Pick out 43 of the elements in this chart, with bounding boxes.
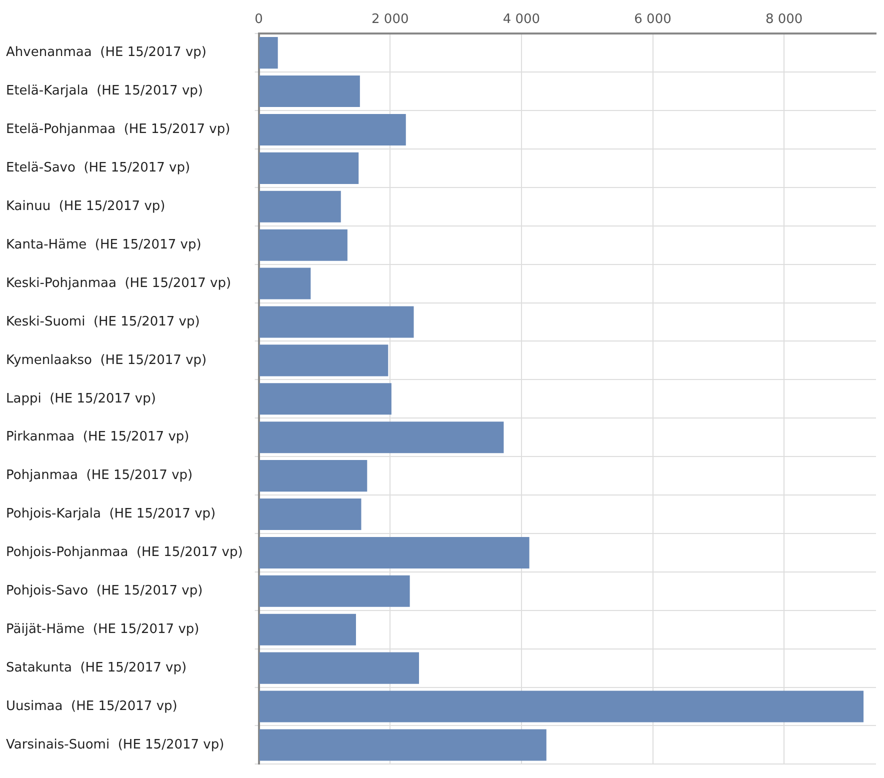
y-tick-label: Pohjois-Savo (HE 15/2017 vp) — [6, 584, 203, 599]
bar — [259, 152, 359, 184]
bar — [259, 37, 278, 69]
y-tick-label: Keski-Pohjanmaa (HE 15/2017 vp) — [6, 276, 232, 291]
y-tick-label: Varsinais-Suomi (HE 15/2017 vp) — [6, 737, 224, 752]
y-tick-label: Pohjois-Karjala (HE 15/2017 vp) — [6, 506, 216, 522]
x-tick-label: 4 000 — [502, 12, 540, 28]
x-tick-label: 6 000 — [634, 12, 672, 28]
y-tick-label: Etelä-Pohjanmaa (HE 15/2017 vp) — [6, 122, 230, 138]
y-tick-label: Kymenlaakso (HE 15/2017 vp) — [6, 352, 207, 368]
y-tick-label: Ahvenanmaa (HE 15/2017 vp) — [6, 45, 206, 60]
y-tick-label: Keski-Suomi (HE 15/2017 vp) — [6, 314, 200, 330]
y-tick-label: Kainuu (HE 15/2017 vp) — [6, 199, 166, 214]
bar — [259, 268, 311, 300]
bar — [259, 422, 504, 454]
bar — [259, 729, 546, 761]
bar — [259, 229, 348, 261]
y-tick-label: Pohjois-Pohjanmaa (HE 15/2017 vp) — [6, 545, 243, 560]
bar — [259, 306, 414, 338]
bar — [259, 498, 362, 530]
y-tick-label: Pirkanmaa (HE 15/2017 vp) — [6, 430, 190, 445]
y-tick-label: Pohjanmaa (HE 15/2017 vp) — [6, 468, 193, 484]
bar — [259, 690, 864, 722]
x-tick-label: 2 000 — [372, 12, 409, 28]
y-tick-label: Satakunta (HE 15/2017 vp) — [6, 660, 187, 676]
bar — [259, 536, 530, 568]
y-tick-label: Etelä-Savo (HE 15/2017 vp) — [6, 160, 190, 176]
bar — [259, 76, 360, 108]
y-tick-label: Uusimaa (HE 15/2017 vp) — [6, 698, 178, 714]
bar — [259, 614, 356, 646]
y-tick-label: Lappi (HE 15/2017 vp) — [6, 391, 156, 406]
bar — [259, 344, 388, 376]
bar — [259, 190, 341, 222]
x-tick-label: 0 — [254, 12, 263, 28]
x-tick-label: 8 000 — [765, 12, 803, 28]
y-tick-label: Päijät-Häme (HE 15/2017 vp) — [6, 622, 200, 637]
bar — [259, 114, 406, 146]
bar — [259, 575, 410, 607]
y-tick-label: Etelä-Karjala (HE 15/2017 vp) — [6, 84, 203, 99]
bar — [259, 652, 420, 684]
bar — [259, 460, 368, 492]
y-tick-label: Kanta-Häme (HE 15/2017 vp) — [6, 237, 202, 252]
bar — [259, 383, 392, 415]
